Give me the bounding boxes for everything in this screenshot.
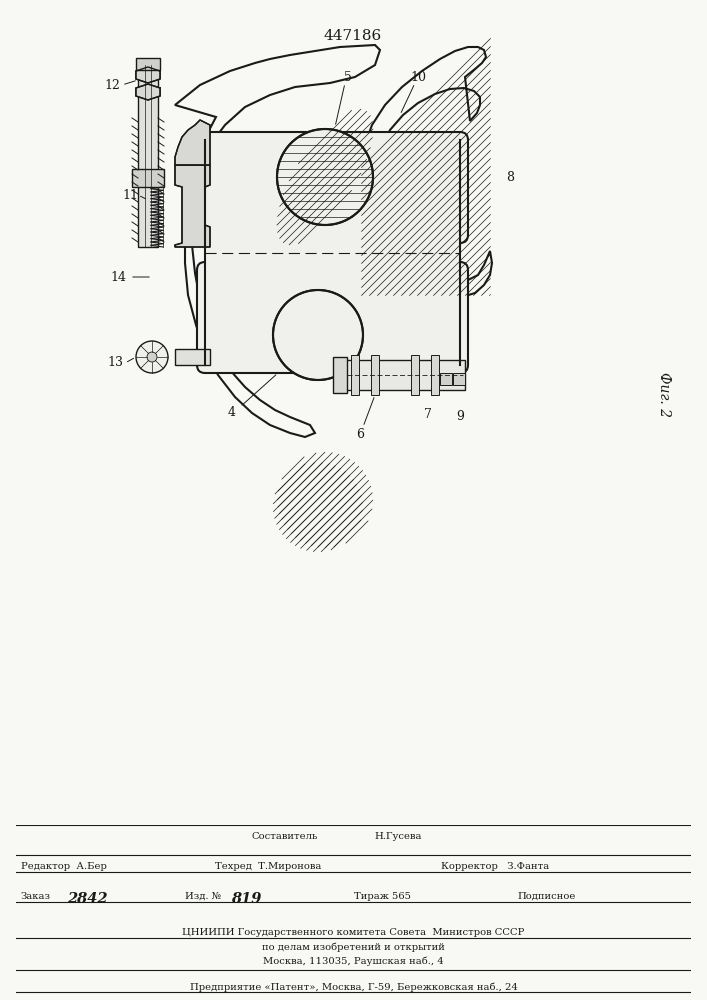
- FancyBboxPatch shape: [197, 132, 468, 243]
- Polygon shape: [136, 67, 160, 83]
- Text: Предприятие «Патент», Москва, Г-59, Бережковская наб., 24: Предприятие «Патент», Москва, Г-59, Бере…: [189, 982, 518, 992]
- Text: Составитель: Составитель: [251, 832, 317, 841]
- Polygon shape: [175, 165, 210, 247]
- Circle shape: [277, 129, 373, 225]
- Bar: [175, 349, 210, 365]
- Bar: [453, 373, 465, 385]
- Text: 5: 5: [344, 71, 352, 84]
- Circle shape: [273, 290, 363, 380]
- Polygon shape: [205, 225, 460, 270]
- Text: 9: 9: [456, 410, 464, 424]
- Text: ЦНИИПИ Государственного комитета Совета  Министров СССР: ЦНИИПИ Государственного комитета Совета …: [182, 928, 525, 937]
- Text: 11: 11: [122, 189, 138, 202]
- Text: Техред  Т.Миронова: Техред Т.Миронова: [215, 862, 322, 871]
- Text: 819: 819: [230, 892, 261, 906]
- Text: 14: 14: [110, 271, 126, 284]
- Text: 6: 6: [356, 428, 364, 442]
- Text: 4: 4: [228, 406, 236, 420]
- Text: Подписное: Подписное: [518, 892, 575, 901]
- Bar: [136, 58, 160, 70]
- Text: Н.Гусева: Н.Гусева: [374, 832, 421, 841]
- Bar: [138, 65, 158, 247]
- Text: 447186: 447186: [324, 29, 382, 43]
- Bar: [440, 373, 452, 385]
- Bar: [431, 355, 439, 395]
- Text: Заказ: Заказ: [21, 892, 51, 901]
- Bar: [351, 355, 359, 395]
- Text: Корректор   З.Фанта: Корректор З.Фанта: [440, 862, 549, 871]
- Polygon shape: [175, 120, 210, 165]
- Text: 2842: 2842: [66, 892, 107, 906]
- Text: по делам изобретений и открытий: по делам изобретений и открытий: [262, 942, 445, 952]
- Bar: [371, 355, 379, 395]
- Text: Тираж 565: Тираж 565: [354, 892, 411, 901]
- Text: 8: 8: [506, 171, 514, 184]
- Bar: [345, 360, 465, 390]
- Text: 10: 10: [410, 71, 426, 84]
- Bar: [411, 355, 419, 395]
- Text: Редактор  А.Бер: Редактор А.Бер: [21, 862, 107, 871]
- Text: Москва, 113035, Раушская наб., 4: Москва, 113035, Раушская наб., 4: [263, 956, 444, 966]
- Circle shape: [147, 352, 157, 362]
- Bar: [333, 357, 347, 393]
- Text: 13: 13: [107, 357, 123, 369]
- Text: Фиг. 2: Фиг. 2: [657, 372, 671, 418]
- Text: 12: 12: [104, 79, 120, 92]
- Text: 7: 7: [424, 408, 432, 422]
- Polygon shape: [136, 84, 160, 100]
- FancyBboxPatch shape: [197, 262, 468, 373]
- Text: Изд. №: Изд. №: [185, 892, 221, 901]
- Circle shape: [136, 341, 168, 373]
- Bar: [132, 169, 164, 187]
